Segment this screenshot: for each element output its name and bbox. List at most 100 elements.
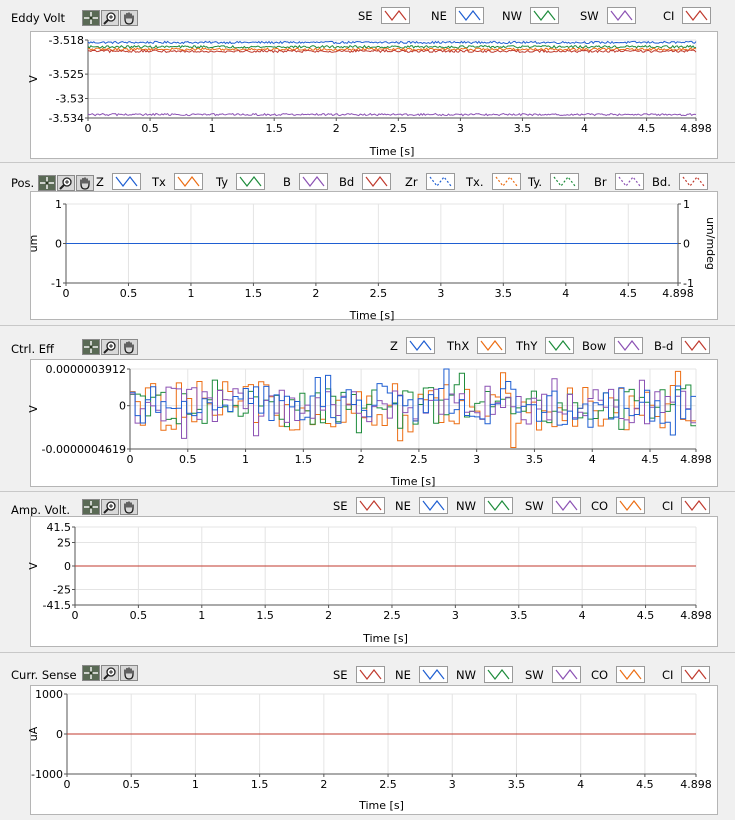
legend-label: NW <box>456 498 476 513</box>
legend-item[interactable]: SE <box>333 666 385 683</box>
legend-item[interactable]: Tx. <box>466 173 521 190</box>
legend-swatch[interactable] <box>614 337 644 354</box>
legend-label: ThX <box>447 338 470 353</box>
legend-swatch[interactable] <box>405 337 435 354</box>
legend-swatch[interactable] <box>236 173 266 190</box>
legend-swatch[interactable] <box>380 7 410 24</box>
legend-item[interactable]: Ty <box>216 173 266 190</box>
y-axis-title: V <box>27 405 40 413</box>
legend-swatch[interactable] <box>678 173 708 190</box>
magnifier-zoom-icon[interactable] <box>57 175 75 191</box>
crosshair-icon[interactable] <box>82 665 100 681</box>
legend-swatch[interactable] <box>491 173 521 190</box>
legend-swatch[interactable] <box>550 173 580 190</box>
x-tick-label: 1 <box>242 453 249 466</box>
legend-item[interactable]: NE <box>431 7 484 24</box>
legend-item[interactable]: NE <box>395 666 448 683</box>
legend-swatch[interactable] <box>173 173 203 190</box>
legend-swatch[interactable] <box>545 337 575 354</box>
legend-item[interactable]: B-d <box>654 337 711 354</box>
legend-item[interactable]: Zr <box>405 173 455 190</box>
legend-item[interactable]: NW <box>456 666 513 683</box>
legend-swatch[interactable] <box>454 7 484 24</box>
position-plot-area[interactable] <box>30 191 718 320</box>
legend-item[interactable]: Z <box>96 173 141 190</box>
legend-item[interactable]: Br <box>594 173 644 190</box>
legend-swatch[interactable] <box>298 173 328 190</box>
legend-label: NE <box>431 8 447 23</box>
legend-item[interactable]: CI <box>662 497 711 514</box>
legend-item[interactable]: Z <box>390 337 435 354</box>
x-tick-label: 4.898 <box>680 122 712 135</box>
legend-swatch[interactable] <box>483 666 513 683</box>
legend-label: NW <box>456 667 476 682</box>
legend-label: SE <box>333 498 348 513</box>
amp-voltage-title: Amp. Volt. <box>11 503 71 517</box>
x-tick-label: 4 <box>562 287 569 300</box>
series-line <box>130 370 696 448</box>
legend-item[interactable]: Bd <box>339 173 392 190</box>
legend-item[interactable]: Bd. <box>652 173 708 190</box>
legend-item[interactable]: NW <box>502 7 559 24</box>
legend-swatch[interactable] <box>355 666 385 683</box>
legend-swatch[interactable] <box>425 173 455 190</box>
x-tick-label: 1 <box>187 287 194 300</box>
legend-item[interactable]: CI <box>663 7 712 24</box>
legend-item[interactable]: SW <box>525 666 581 683</box>
legend-swatch[interactable] <box>418 497 448 514</box>
crosshair-icon[interactable] <box>82 499 100 515</box>
x-tick-label: 1.5 <box>295 453 313 466</box>
legend-item[interactable]: B <box>283 173 328 190</box>
hand-pan-icon[interactable] <box>76 175 94 191</box>
legend-swatch[interactable] <box>483 497 513 514</box>
y-tick-label: -1 <box>51 277 62 290</box>
legend-swatch[interactable] <box>616 666 646 683</box>
legend-item[interactable]: CO <box>591 666 646 683</box>
magnifier-zoom-icon[interactable] <box>101 339 119 355</box>
crosshair-icon[interactable] <box>82 339 100 355</box>
legend-swatch[interactable] <box>681 666 711 683</box>
legend-item[interactable]: Ty. <box>528 173 580 190</box>
legend-item[interactable]: SW <box>525 497 581 514</box>
legend-item[interactable]: Bow <box>582 337 644 354</box>
legend-item[interactable]: NW <box>456 497 513 514</box>
hand-pan-icon[interactable] <box>120 339 138 355</box>
legend-item[interactable]: NE <box>395 497 448 514</box>
legend-swatch[interactable] <box>111 173 141 190</box>
legend-swatch[interactable] <box>551 666 581 683</box>
legend-swatch[interactable] <box>355 497 385 514</box>
legend-swatch[interactable] <box>681 337 711 354</box>
amp-voltage-plot-area[interactable] <box>30 516 718 647</box>
legend-label: Bow <box>582 338 607 353</box>
legend-swatch[interactable] <box>418 666 448 683</box>
legend-item[interactable]: ThY <box>516 337 575 354</box>
x-tick-label: 2 <box>325 609 332 622</box>
x-tick-label: 2.5 <box>383 609 401 622</box>
hand-pan-icon[interactable] <box>120 499 138 515</box>
hand-pan-icon[interactable] <box>120 10 138 26</box>
legend-item[interactable]: Tx <box>152 173 203 190</box>
legend-swatch[interactable] <box>614 173 644 190</box>
legend-swatch[interactable] <box>362 173 392 190</box>
hand-pan-icon[interactable] <box>120 665 138 681</box>
crosshair-icon[interactable] <box>38 175 56 191</box>
legend-swatch[interactable] <box>616 497 646 514</box>
magnifier-zoom-icon[interactable] <box>101 499 119 515</box>
position-panel: Pos. 0 0.5 1 1.5 2 2.5 3 3.5 4 4.5 4.898 1 0 -1 1 0 -1 Ti… <box>0 165 735 325</box>
legend-swatch[interactable] <box>529 7 559 24</box>
legend-item[interactable]: CI <box>662 666 711 683</box>
legend-item[interactable]: CO <box>591 497 646 514</box>
current-sense-plot-area[interactable] <box>30 685 718 815</box>
legend-item[interactable]: SE <box>358 7 410 24</box>
legend-swatch[interactable] <box>681 497 711 514</box>
legend-swatch[interactable] <box>551 497 581 514</box>
legend-item[interactable]: SW <box>580 7 636 24</box>
legend-swatch[interactable] <box>682 7 712 24</box>
legend-swatch[interactable] <box>477 337 507 354</box>
magnifier-zoom-icon[interactable] <box>101 10 119 26</box>
magnifier-zoom-icon[interactable] <box>101 665 119 681</box>
legend-item[interactable]: SE <box>333 497 385 514</box>
legend-swatch[interactable] <box>606 7 636 24</box>
crosshair-icon[interactable] <box>82 10 100 26</box>
legend-item[interactable]: ThX <box>447 337 507 354</box>
